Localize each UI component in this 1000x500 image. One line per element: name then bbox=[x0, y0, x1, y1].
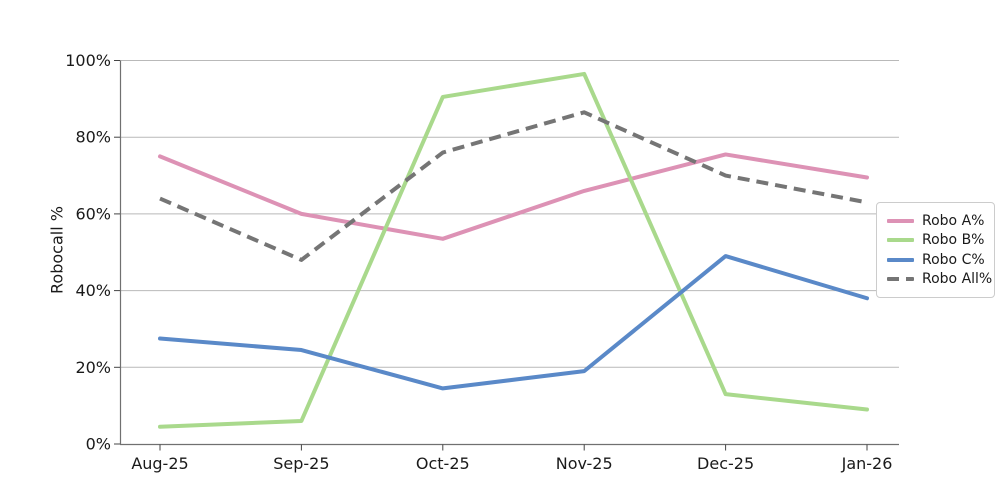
legend-swatch-robo-all bbox=[887, 276, 914, 281]
y-tick-label: 0% bbox=[86, 435, 111, 454]
y-tick-label: 80% bbox=[75, 128, 111, 147]
series-line-robo-a bbox=[158, 152, 869, 241]
x-tick-label: Aug-25 bbox=[131, 454, 188, 473]
legend-item-robo-c: Robo C% bbox=[887, 251, 985, 268]
series-line-robo-b bbox=[158, 71, 869, 429]
x-tick-label: Dec-25 bbox=[697, 454, 754, 473]
y-tick-label: 100% bbox=[65, 51, 111, 70]
legend-item-robo-a: Robo A% bbox=[887, 213, 984, 229]
legend-label-robo-c: Robo C% bbox=[922, 251, 985, 268]
legend: Robo A% Robo B% Robo C% Robo All% bbox=[876, 202, 995, 298]
legend-label-robo-all: Robo All% bbox=[922, 270, 993, 287]
x-tick-label: Oct-25 bbox=[416, 454, 470, 473]
legend-swatch-robo-a bbox=[887, 219, 914, 223]
y-axis-label: Robocall % bbox=[47, 206, 67, 294]
y-tick-label: 20% bbox=[75, 358, 111, 377]
y-tick-label: 60% bbox=[75, 204, 111, 223]
x-tick-label: Nov-25 bbox=[556, 454, 613, 473]
legend-label-robo-a: Robo A% bbox=[922, 213, 985, 229]
x-tick-label: Jan-26 bbox=[841, 454, 893, 473]
series-line-robo-c bbox=[158, 254, 869, 391]
legend-label-robo-b: Robo B% bbox=[922, 232, 985, 249]
y-tick-label: 40% bbox=[75, 281, 111, 300]
legend-swatch-robo-c bbox=[887, 257, 914, 262]
legend-item-robo-all: Robo All% bbox=[887, 271, 992, 287]
series-line-robo-all bbox=[159, 110, 868, 262]
legend-swatch-robo-b bbox=[887, 238, 914, 243]
x-tick-label: Sep-25 bbox=[273, 454, 329, 473]
legend-item-robo-b: Robo B% bbox=[887, 232, 984, 248]
